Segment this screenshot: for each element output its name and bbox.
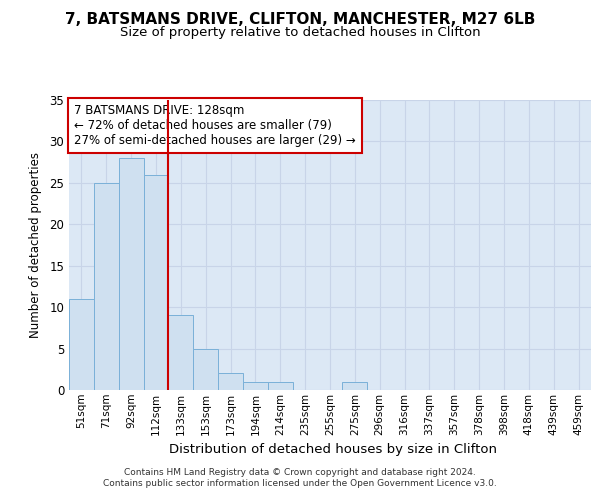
Bar <box>218 374 243 390</box>
Bar <box>343 382 367 390</box>
Text: Distribution of detached houses by size in Clifton: Distribution of detached houses by size … <box>169 442 497 456</box>
Text: 7, BATSMANS DRIVE, CLIFTON, MANCHESTER, M27 6LB: 7, BATSMANS DRIVE, CLIFTON, MANCHESTER, … <box>65 12 535 28</box>
Bar <box>169 316 193 390</box>
Bar <box>243 382 268 390</box>
Text: Size of property relative to detached houses in Clifton: Size of property relative to detached ho… <box>119 26 481 39</box>
Bar <box>119 158 143 390</box>
Y-axis label: Number of detached properties: Number of detached properties <box>29 152 43 338</box>
Bar <box>268 382 293 390</box>
Text: 7 BATSMANS DRIVE: 128sqm
← 72% of detached houses are smaller (79)
27% of semi-d: 7 BATSMANS DRIVE: 128sqm ← 72% of detach… <box>74 104 356 148</box>
Bar <box>94 183 119 390</box>
Text: Contains HM Land Registry data © Crown copyright and database right 2024.
Contai: Contains HM Land Registry data © Crown c… <box>103 468 497 487</box>
Bar <box>193 348 218 390</box>
Bar <box>143 174 169 390</box>
Bar <box>69 299 94 390</box>
